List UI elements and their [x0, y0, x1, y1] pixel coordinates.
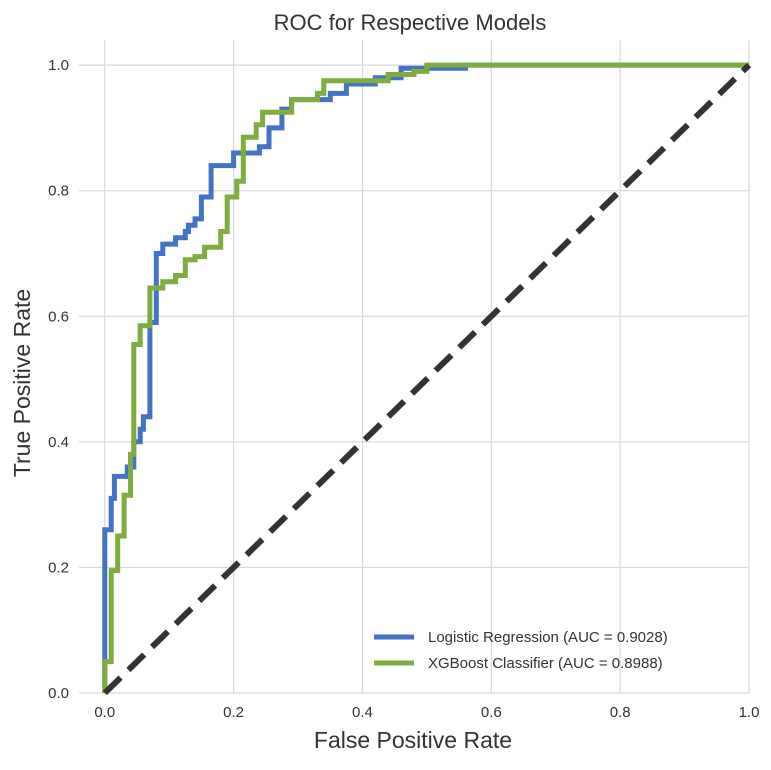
- legend-entry: Logistic Regression (AUC = 0.9028): [428, 629, 668, 646]
- x-tick-label: 0.0: [94, 704, 115, 721]
- x-axis-label: False Positive Rate: [314, 727, 512, 753]
- grid: [79, 40, 750, 694]
- y-axis-label: True Positive Rate: [9, 289, 35, 477]
- y-axis-ticks: 0.0 0.2 0.4 0.6 0.8 1.0: [48, 57, 69, 702]
- y-tick-label: 0.2: [48, 559, 69, 576]
- x-tick-label: 0.4: [352, 704, 373, 721]
- y-tick-label: 0.0: [48, 685, 69, 702]
- y-tick-label: 0.8: [48, 183, 69, 200]
- y-tick-label: 0.6: [48, 308, 69, 325]
- chart-title: ROC for Respective Models: [274, 10, 547, 35]
- chance-diagonal-line: [102, 62, 752, 696]
- legend: Logistic Regression (AUC = 0.9028) XGBoos…: [374, 629, 668, 672]
- x-tick-label: 1.0: [739, 704, 760, 721]
- y-tick-label: 0.4: [48, 434, 69, 451]
- series-line-1: [102, 62, 749, 693]
- x-tick-label: 0.8: [610, 704, 631, 721]
- x-tick-label: 0.2: [223, 704, 244, 721]
- series-group: [102, 62, 752, 696]
- x-tick-label: 0.6: [481, 704, 502, 721]
- legend-entry: XGBoost Classifier (AUC = 0.8988): [428, 655, 663, 672]
- x-axis-ticks: 0.0 0.2 0.4 0.6 0.8 1.0: [94, 704, 759, 721]
- plot-area: [79, 40, 749, 693]
- y-tick-label: 1.0: [48, 57, 69, 74]
